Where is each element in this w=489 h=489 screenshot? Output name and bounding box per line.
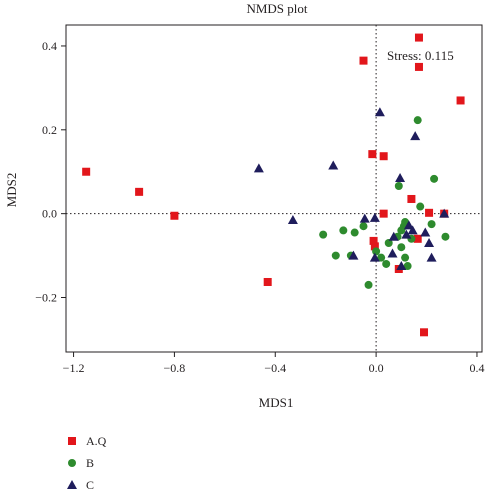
point-b [401,253,410,262]
point-c [387,248,398,258]
y-tick-label: −0.2 [35,291,57,305]
x-axis-label: MDS1 [259,395,294,410]
point-c [374,107,385,117]
point-a-q [82,167,91,176]
x-tick-label: 0.4 [469,361,484,375]
point-b [403,262,412,271]
point-a-q [263,277,272,286]
point-b [427,220,436,229]
point-a-q [414,33,423,42]
reference-lines [66,25,482,352]
legend-label-a-q: A.Q [86,434,107,448]
point-c [424,238,435,247]
data-points [82,33,465,337]
point-a-q [368,150,377,159]
point-c [420,227,431,237]
point-c [439,208,450,218]
y-axis-label: MDS2 [4,173,19,208]
point-b [397,226,406,235]
legend-marker-b [68,459,76,467]
point-a-q [369,236,378,245]
point-a-q [370,242,379,251]
point-a-q [359,56,368,65]
point-b [339,226,348,235]
point-a-q [414,62,423,71]
stress-annotation: Stress: 0.115 [387,48,454,63]
point-b [377,253,386,262]
legend-marker-c [67,480,77,489]
point-a-q [425,208,434,217]
axis-ticks: −1.2 −0.8 −0.4 0.0 0.4 −0.2 0.0 0.2 0.4 [35,39,484,375]
point-c [407,225,418,235]
point-b [397,243,406,252]
point-c [401,229,412,239]
point-a-q [420,328,429,337]
point-c [359,213,370,223]
point-c [369,212,380,222]
point-c [348,250,359,260]
point-b [319,230,328,239]
x-tick-label: −0.4 [264,361,286,375]
plot-area-frame [65,24,483,353]
point-a-q [135,187,144,196]
point-c [403,220,414,230]
legend-marker-a-q [68,437,76,445]
point-a-q [379,152,388,161]
legend: A.Q BC [67,434,107,489]
legend-label-b: B [86,456,94,470]
point-b [350,228,359,237]
point-b [364,280,373,289]
point-b [430,174,439,183]
chart-title: NMDS plot [246,1,307,16]
x-tick-label: −1.2 [63,361,85,375]
point-b [384,239,393,247]
point-c [426,252,437,262]
x-tick-label: 0.0 [369,361,384,375]
y-tick-label: 0.0 [42,207,57,221]
y-tick-label: 0.2 [42,123,57,137]
point-a-q [170,211,179,220]
point-a-q [413,234,422,243]
point-b [382,259,391,268]
point-b [413,116,422,125]
point-c [395,173,406,183]
legend-label-c: C [86,478,94,489]
x-tick-label: −0.8 [164,361,186,375]
point-c [287,214,298,224]
point-b [416,202,425,211]
point-b [394,181,403,190]
point-a-q [456,96,465,105]
y-tick-label: 0.4 [42,39,57,53]
point-b [441,232,450,241]
point-c [253,163,264,173]
point-c [369,252,380,262]
point-c [396,261,407,271]
point-b [359,222,368,231]
point-c [388,231,399,241]
point-b [372,247,381,256]
point-a-q [379,209,388,218]
point-a-q [407,194,416,203]
point-c [328,160,339,170]
point-b [331,251,340,260]
point-c [410,131,421,141]
